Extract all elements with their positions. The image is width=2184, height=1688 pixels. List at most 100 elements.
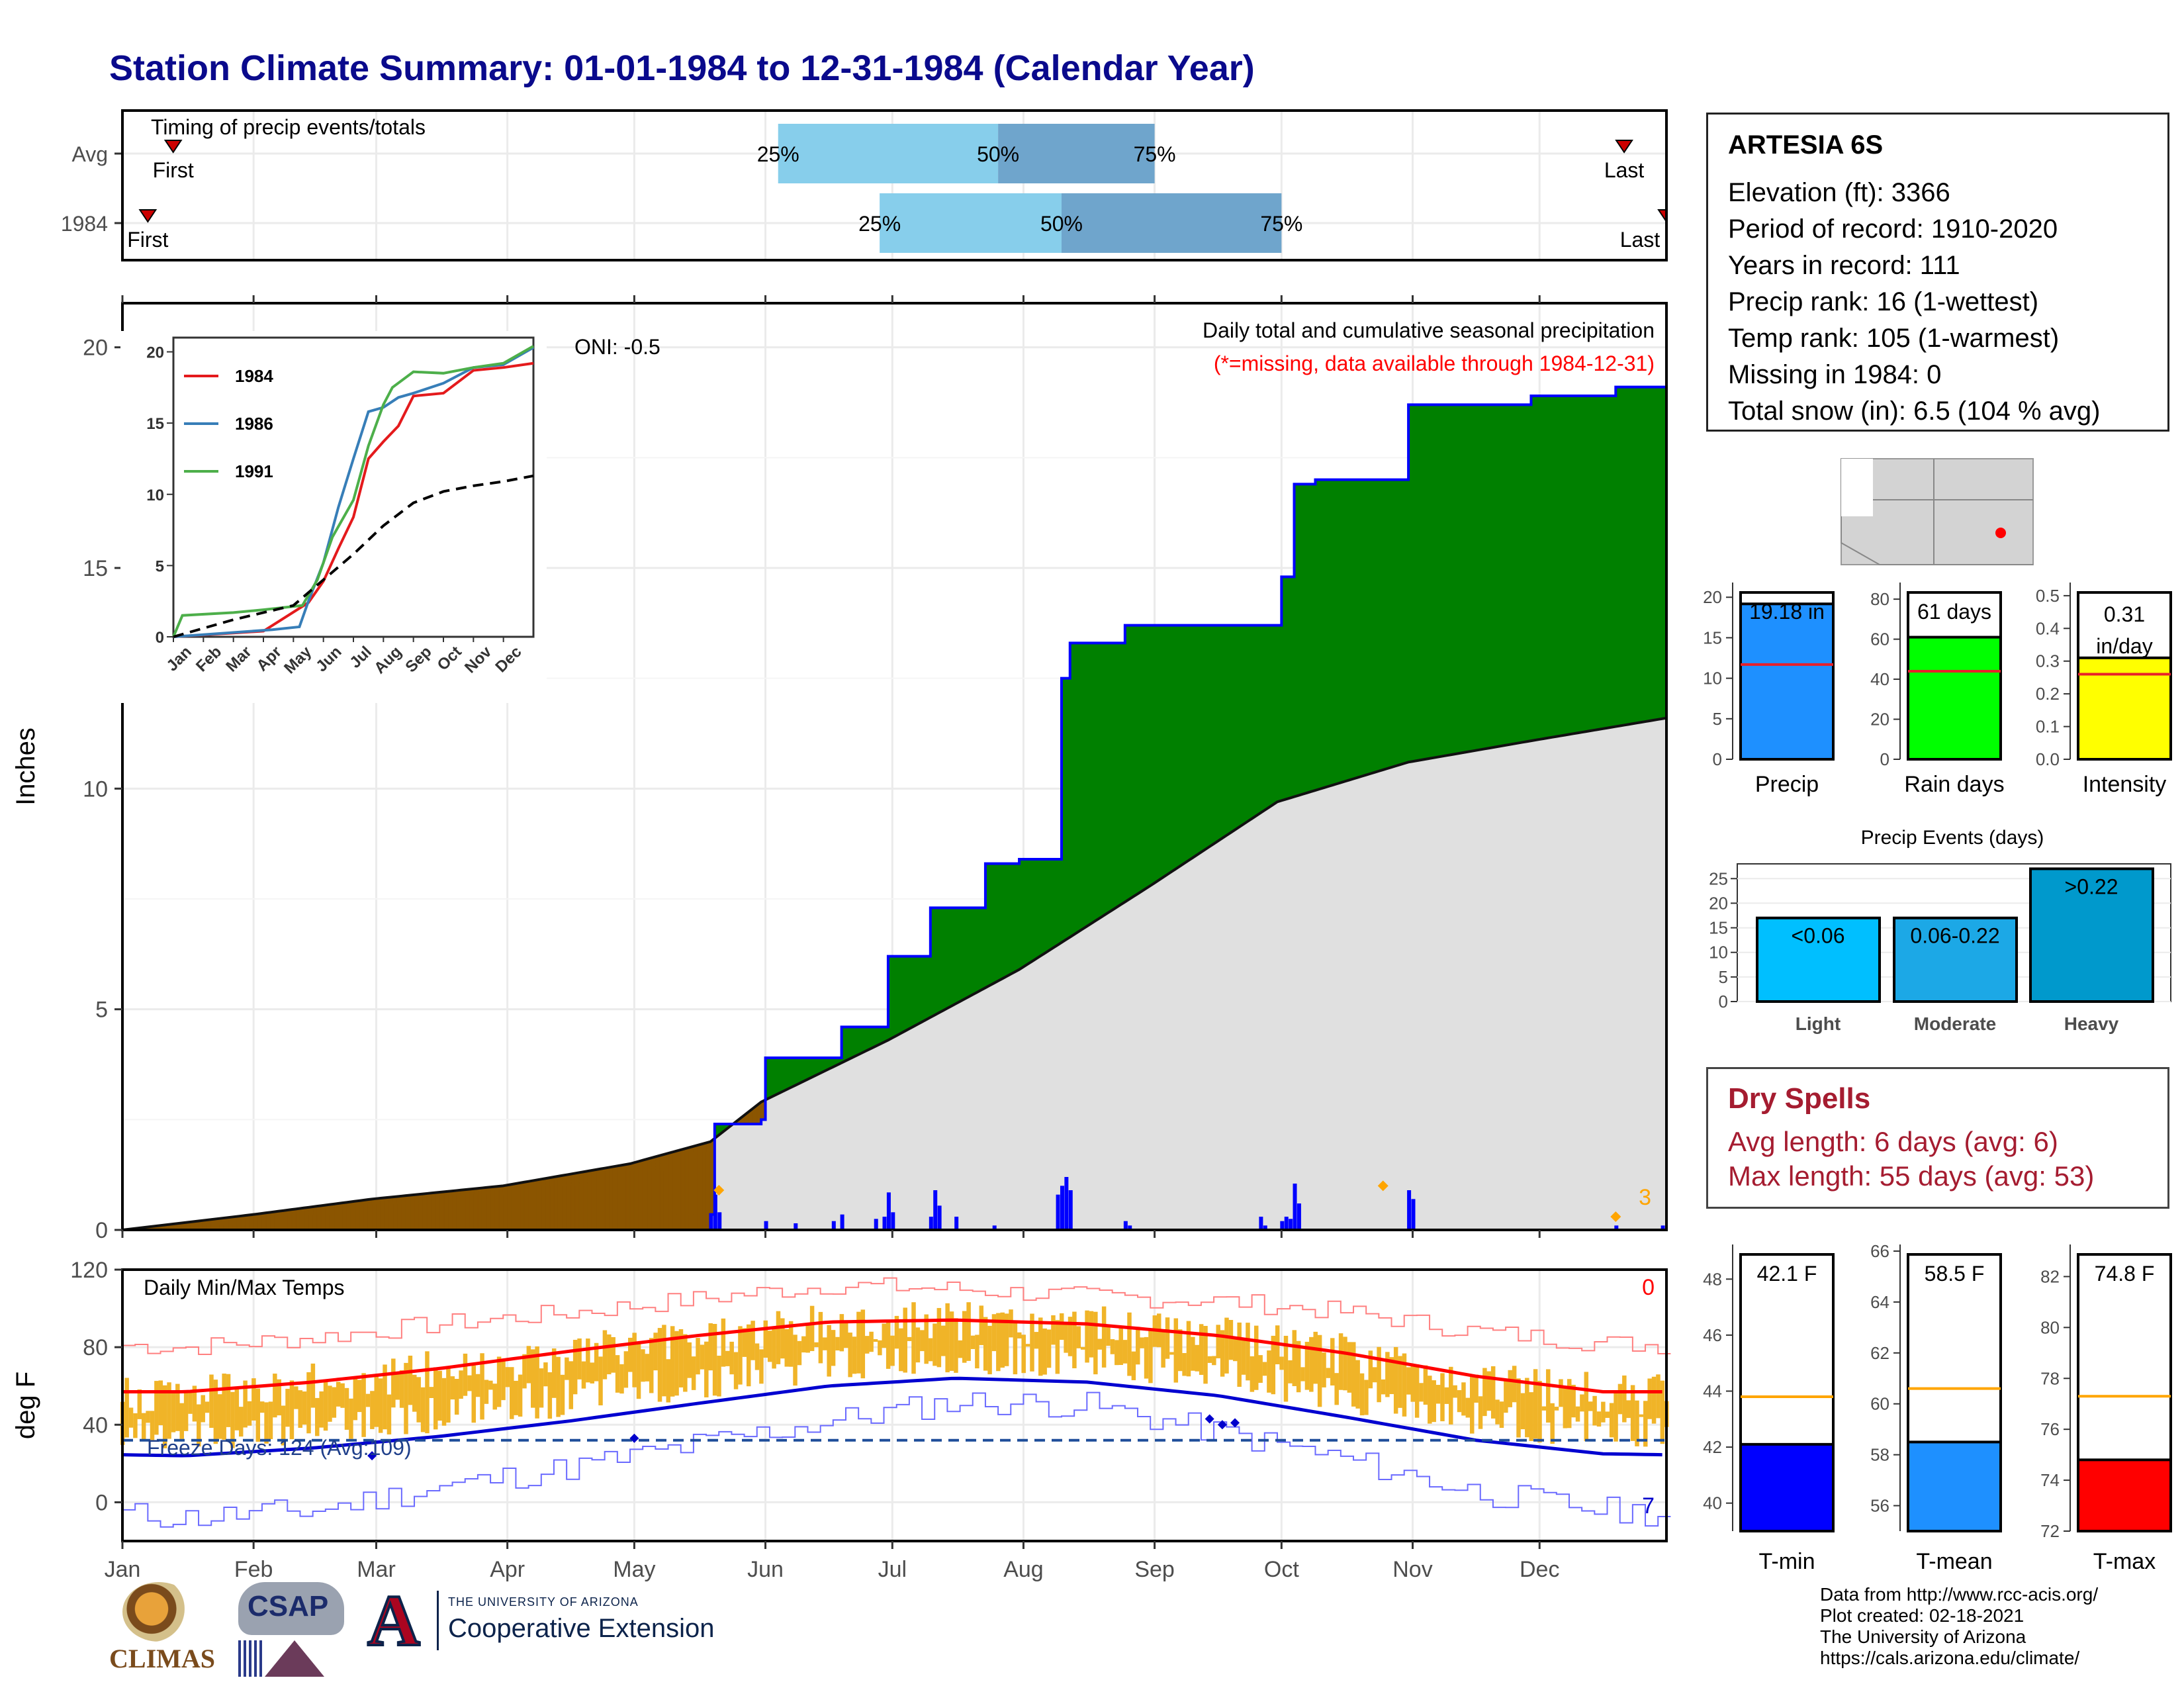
legend-label: 1991	[235, 461, 273, 481]
daily-temp-bar	[1233, 1338, 1238, 1362]
value-bar	[1739, 1442, 1835, 1533]
daily-temp-bar	[1258, 1355, 1263, 1383]
daily-temp-bar	[408, 1355, 413, 1405]
climas-emblem-icon	[122, 1582, 195, 1642]
daily-temp-bar	[708, 1323, 713, 1371]
daily-temp-bar	[569, 1361, 574, 1409]
daily-temp-bar	[1410, 1365, 1415, 1402]
daily-temp-bar	[332, 1387, 337, 1418]
daily-temp-bar	[784, 1329, 790, 1367]
value-text: 42.1 F	[1757, 1262, 1817, 1286]
timing-mask	[1668, 109, 1701, 261]
daily-temp-bar	[353, 1376, 358, 1421]
daily-temp-bar	[738, 1326, 743, 1385]
daily-temp-bar	[1025, 1344, 1030, 1347]
daily-temp-bar	[505, 1367, 510, 1387]
snow-count: 3	[1639, 1185, 1651, 1210]
credit-line: The University of Arizona	[1820, 1626, 2026, 1647]
month-label: Sep	[1134, 1557, 1175, 1582]
daily-temp-bar	[586, 1338, 590, 1383]
daily-temp-bar	[450, 1376, 455, 1400]
dry-spells-box: Dry Spells Avg length: 6 days (avg: 6) M…	[1706, 1067, 2169, 1209]
normal-min-line	[122, 1376, 1662, 1458]
daily-temp-bar	[1660, 1380, 1665, 1444]
daily-temp-bar	[1525, 1378, 1529, 1438]
record-marker	[1217, 1420, 1227, 1430]
daily-temp-bar	[539, 1368, 544, 1408]
daily-temp-bar	[1097, 1338, 1103, 1350]
daily-temp-bar	[839, 1314, 844, 1352]
daily-temp-bar	[1182, 1353, 1187, 1376]
daily-temp-bar	[814, 1342, 819, 1348]
station-missing: Missing in 1984: 0	[1728, 360, 1942, 389]
bar-tick-label: 0.2	[2036, 684, 2060, 704]
daily-temp-bar	[255, 1388, 261, 1442]
daily-temp-bar	[1173, 1318, 1179, 1383]
daily-temp-bar	[1537, 1381, 1542, 1443]
daily-temp-bar	[268, 1401, 273, 1440]
events-tick-label: 25	[1709, 868, 1728, 888]
daily-temp-bar	[945, 1303, 950, 1373]
daily-temp-bar	[928, 1338, 933, 1362]
inset-y-tick: 15	[146, 415, 164, 433]
daily-temp-bar	[1267, 1350, 1271, 1393]
bar-tick-label: 40	[1870, 669, 1889, 689]
daily-temp-bar	[1419, 1383, 1424, 1402]
daily-temp-bar	[878, 1340, 882, 1356]
month-label: Aug	[1003, 1557, 1044, 1582]
daily-temp-bar	[602, 1330, 608, 1380]
daily-temp-bar	[459, 1370, 463, 1399]
bar-category-label: Precip	[1755, 772, 1819, 797]
daily-temp-bar	[1224, 1317, 1229, 1374]
bar-tick-label: 48	[1703, 1269, 1722, 1289]
daily-temp-bar	[222, 1374, 226, 1440]
event-category: Moderate	[1914, 1013, 1996, 1034]
daily-temp-bar	[1148, 1328, 1153, 1383]
bar-tick-label: 72	[2040, 1521, 2060, 1541]
daily-temp-bar	[1571, 1384, 1576, 1418]
daily-temp-bar	[991, 1314, 997, 1352]
daily-temp-bar	[691, 1356, 696, 1390]
bar-tick-label: 74	[2040, 1470, 2060, 1490]
precip-panel: 0 5 10 15 20 Inches ONI: -0.5 Daily total and c…	[11, 295, 1668, 1243]
daily-temp-bar	[391, 1358, 396, 1408]
daily-temp-bar	[175, 1383, 180, 1431]
cloud-icon	[238, 1582, 344, 1635]
csap-wordmark: CSAP	[248, 1590, 329, 1622]
month-label: Jun	[747, 1557, 784, 1582]
daily-temp-bar	[547, 1372, 553, 1419]
daily-temp-bar	[1186, 1321, 1191, 1377]
daily-temp-bar	[243, 1380, 248, 1428]
daily-temp-bar	[970, 1335, 976, 1349]
daily-temp-bar	[238, 1407, 244, 1437]
map-water	[1841, 459, 1873, 516]
dry-spells-avg: Avg length: 6 days (avg: 6)	[1728, 1126, 2058, 1157]
y-axis-label: Inches	[11, 727, 40, 806]
daily-temp-bar	[425, 1351, 430, 1434]
station-precip-rank: Precip rank: 16 (1-wettest)	[1728, 287, 2039, 316]
daily-precip-bar	[1259, 1217, 1263, 1230]
daily-temp-bar	[378, 1378, 383, 1433]
daily-temp-bar	[230, 1391, 235, 1448]
bar-tick-label: 0.1	[2036, 717, 2060, 737]
block-a-icon: A	[366, 1580, 421, 1661]
credit-line: Data from http://www.rcc-acis.org/	[1820, 1584, 2099, 1605]
y-tick-label: 0	[95, 1490, 108, 1515]
daily-temp-bar	[1647, 1378, 1652, 1419]
record-high-line	[122, 1277, 1671, 1356]
daily-temp-bar	[234, 1387, 240, 1430]
daily-temp-bar	[577, 1338, 582, 1380]
daily-temp-bar	[763, 1320, 768, 1358]
daily-temp-bar	[772, 1327, 776, 1369]
station-name: ARTESIA 6S	[1728, 130, 1884, 160]
daily-temp-bar	[1474, 1374, 1479, 1403]
daily-temp-bar	[1136, 1327, 1140, 1365]
bar-tick-label: 76	[2040, 1419, 2060, 1439]
daily-temp-bar	[475, 1374, 480, 1397]
timing-border	[121, 109, 1668, 261]
inset-y-tick: 5	[156, 557, 164, 575]
daily-temp-bar	[1575, 1406, 1580, 1422]
percent-label: 25%	[757, 142, 799, 166]
daily-temp-bar	[446, 1366, 451, 1423]
daily-precip-bar	[1064, 1177, 1069, 1230]
